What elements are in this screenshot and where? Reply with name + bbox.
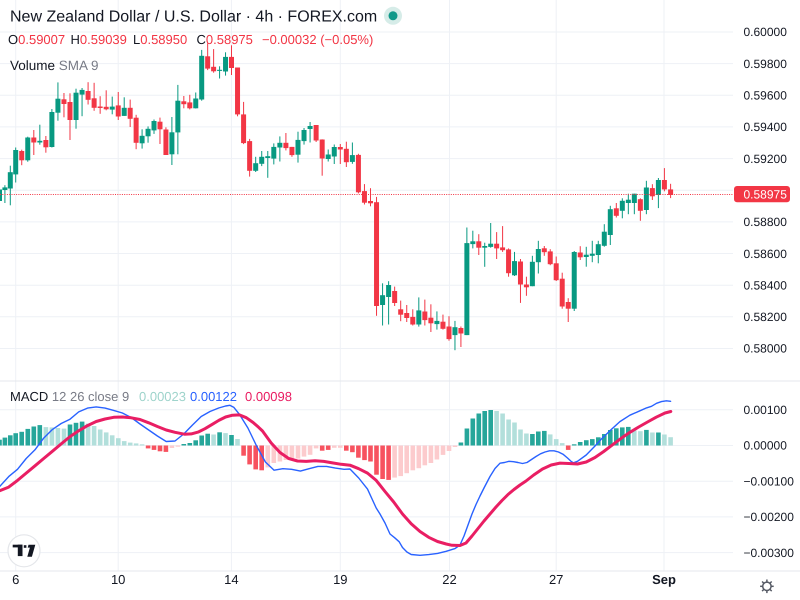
svg-text:0.59400: 0.59400 xyxy=(744,120,788,134)
svg-text:0.00023: 0.00023 xyxy=(139,389,186,404)
svg-text:0.58400: 0.58400 xyxy=(744,278,788,292)
svg-text:0.00122: 0.00122 xyxy=(190,389,237,404)
svg-text:10: 10 xyxy=(111,572,125,587)
svg-text:MACD 12 26 close 9: MACD 12 26 close 9 xyxy=(10,389,129,404)
svg-text:−0.00200: −0.00200 xyxy=(744,510,795,524)
svg-text:19: 19 xyxy=(333,572,347,587)
svg-text:27: 27 xyxy=(549,572,563,587)
svg-text:14: 14 xyxy=(224,572,238,587)
svg-text:0.59200: 0.59200 xyxy=(744,152,788,166)
svg-text:0.59600: 0.59600 xyxy=(744,89,788,103)
svg-text:0.00098: 0.00098 xyxy=(245,389,292,404)
svg-text:22: 22 xyxy=(442,572,456,587)
svg-text:0.59800: 0.59800 xyxy=(744,57,788,71)
svg-text:0.58975: 0.58975 xyxy=(744,188,788,202)
svg-text:0.58000: 0.58000 xyxy=(744,342,788,356)
svg-text:Sep: Sep xyxy=(652,572,676,587)
svg-text:Volume SMA 9: Volume SMA 9 xyxy=(10,58,99,73)
svg-text:−0.00300: −0.00300 xyxy=(744,546,795,560)
svg-text:6: 6 xyxy=(12,572,19,587)
svg-text:0.00100: 0.00100 xyxy=(744,403,788,417)
svg-text:0.00000: 0.00000 xyxy=(744,439,788,453)
svg-text:New Zealand Dollar / U.S. Doll: New Zealand Dollar / U.S. Dollar · 4h · … xyxy=(10,9,377,26)
svg-text:0.58600: 0.58600 xyxy=(744,247,788,261)
svg-text:0.58200: 0.58200 xyxy=(744,310,788,324)
svg-text:0.60000: 0.60000 xyxy=(744,25,788,39)
svg-text:0.58800: 0.58800 xyxy=(744,215,788,229)
svg-text:−0.00100: −0.00100 xyxy=(744,474,795,488)
